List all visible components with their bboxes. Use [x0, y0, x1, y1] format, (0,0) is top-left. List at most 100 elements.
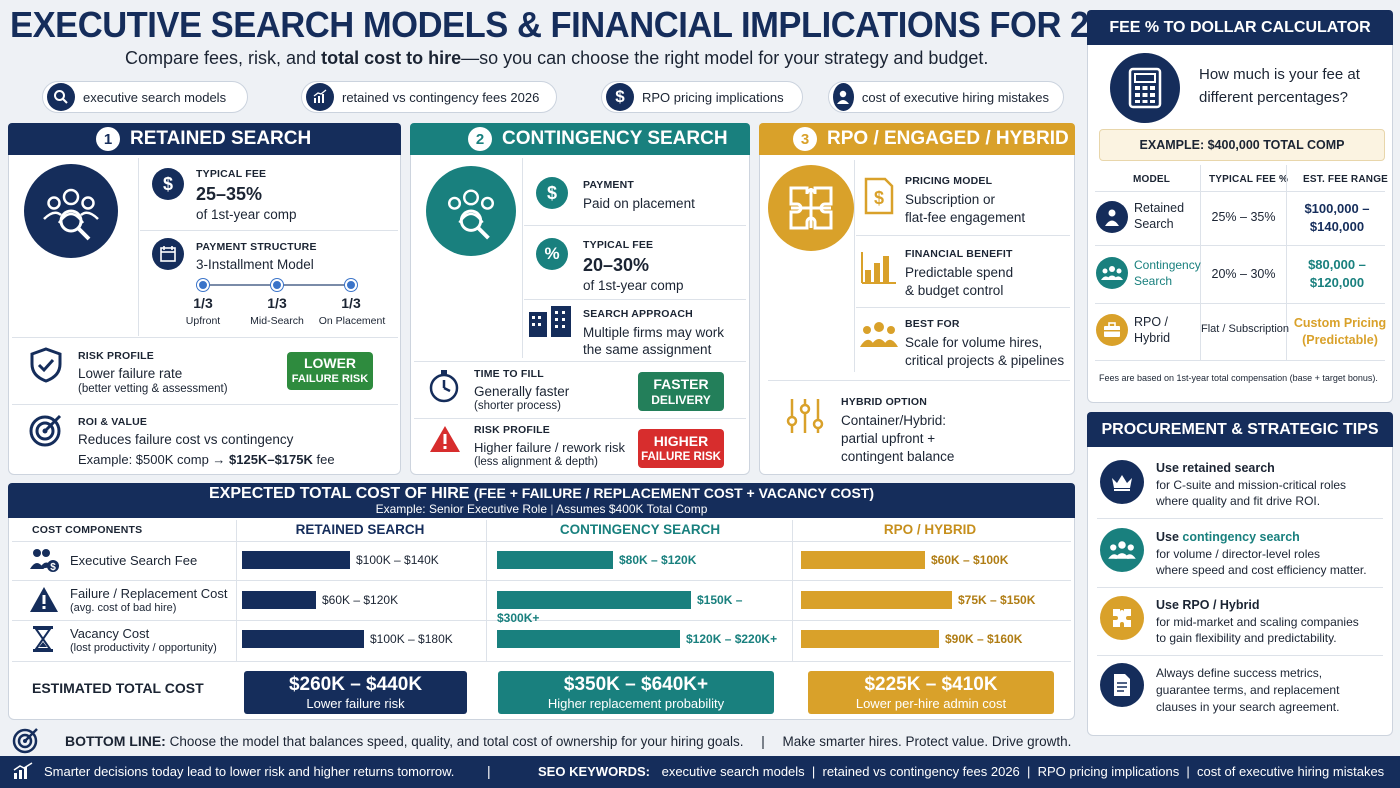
total-cost-example: Example: Senior Executive Role | Assumes…: [375, 502, 708, 516]
calculator-question: different percentages?: [1199, 89, 1348, 106]
retained-failure-value: $60K – $120K: [322, 593, 399, 607]
step-label: On Placement: [318, 315, 386, 327]
cost-bar-cell: $120K – $220K+: [497, 630, 787, 650]
divider: [12, 661, 1071, 662]
calc-range: (Predictable): [1302, 333, 1378, 347]
best-for-label: BEST FOR: [905, 318, 960, 330]
step-label: Mid-Search: [250, 315, 304, 327]
divider: [140, 230, 398, 231]
calendar-icon: [152, 238, 184, 270]
stopwatch-icon: [427, 369, 461, 408]
fee-label: TYPICAL FEE: [583, 239, 654, 251]
fee-value: 25–35%: [196, 184, 263, 204]
divider: [414, 418, 746, 419]
divider: [524, 299, 746, 300]
cost-row-name: Failure / Replacement Cost: [70, 586, 228, 601]
risk-profile-note: (better vetting & assessment): [78, 383, 228, 395]
calculator-question: How much is your fee at: [1199, 66, 1360, 83]
cost-bar-cell: $90K – $160K: [801, 630, 1071, 650]
step-fraction: 1/3: [193, 295, 213, 311]
contingency-fee-value: $80K – $120K: [619, 553, 697, 567]
cost-bar-cell: $100K – $180K: [242, 630, 482, 650]
higher-failure-risk-badge: HIGHER FAILURE RISK: [638, 429, 724, 468]
payment-value: Paid on placement: [583, 196, 695, 211]
people-dollar-icon: $: [28, 547, 60, 578]
divider: [12, 337, 398, 338]
search-approach-label: SEARCH APPROACH: [583, 308, 693, 320]
svg-text:$: $: [874, 188, 884, 208]
tip-body: guarantee terms, and replacement: [1156, 683, 1340, 697]
keyword-pill-mistakes[interactable]: cost of executive hiring mistakes: [828, 81, 1064, 113]
percent-icon: %: [536, 238, 568, 270]
tips-title: PROCUREMENT & STRATEGIC TIPS: [1087, 412, 1393, 447]
keyword-pill-rpo[interactable]: $ RPO pricing implications: [601, 81, 803, 113]
total-cost-title: EXPECTED TOTAL COST OF HIRE (FEE + FAILU…: [209, 485, 874, 502]
calculator-icon: [1110, 53, 1180, 123]
search-approach-value: Multiple firms may work: [583, 325, 725, 340]
document-icon: [1100, 663, 1144, 707]
briefcase-icon: [1096, 314, 1128, 346]
roi-value: Reduces failure cost vs contingency: [78, 432, 294, 447]
best-for-value: Scale for volume hires,: [905, 335, 1043, 350]
hybrid-option-value: partial upfront +: [841, 431, 936, 446]
financial-benefit-label: FINANCIAL BENEFIT: [905, 248, 1013, 260]
keyword-pill-fees[interactable]: retained vs contingency fees 2026: [301, 81, 557, 113]
step-fraction: 1/3: [267, 295, 287, 311]
cost-row-name: Vacancy Cost: [70, 626, 150, 641]
timeline-dot: [197, 279, 209, 291]
payment-structure-label: PAYMENT STRUCTURE: [196, 241, 317, 253]
cost-bar-cell: $100K – $140K: [242, 551, 482, 571]
target-icon: [28, 412, 64, 453]
pricing-model-label: PRICING MODEL: [905, 175, 993, 187]
dollar-icon: $: [536, 177, 568, 209]
tip-body: where speed and cost efficiency matter.: [1156, 563, 1367, 577]
total-cost-header: [8, 483, 1075, 518]
person-tie-icon: [1096, 201, 1128, 233]
rpo-hybrid-header: 3 RPO / ENGAGED / HYBRID: [759, 123, 1075, 155]
risk-profile-label: RISK PROFILE: [474, 424, 550, 436]
tip-heading: Use retained search: [1156, 461, 1275, 475]
calc-model: Retained: [1134, 201, 1185, 215]
target-icon: [12, 726, 40, 759]
time-to-fill-note: (shorter process): [474, 400, 561, 412]
roi-label: ROI & VALUE: [78, 416, 148, 428]
fee-value: 20–30%: [583, 255, 650, 275]
divider: [486, 520, 487, 662]
team-search-icon: [24, 164, 118, 258]
footer-bar: [0, 756, 1400, 788]
divider: [1200, 165, 1201, 360]
payment-structure-value: 3-Installment Model: [196, 257, 314, 272]
retained-fee-value: $100K – $140K: [356, 553, 439, 567]
warning-icon: [29, 586, 59, 618]
calculator-title: FEE % TO DOLLAR CALCULATOR: [1087, 10, 1393, 45]
tip-body: to gain flexibility and predictability.: [1156, 631, 1337, 645]
team-search-icon: [426, 166, 516, 256]
best-for-value: critical projects & pipelines: [905, 353, 1065, 368]
col-rpo: RPO / HYBRID: [883, 522, 977, 537]
calc-model: Hybrid: [1134, 331, 1171, 345]
financial-benefit-value: & budget control: [905, 283, 1004, 298]
fee-label: TYPICAL FEE: [196, 168, 267, 180]
tip-body: for C-suite and mission-critical roles: [1156, 478, 1347, 492]
rpo-fee-value: $60K – $100K: [931, 553, 1009, 567]
search-approach-value: the same assignment: [583, 342, 712, 357]
col-contingency: CONTINGENCY SEARCH: [559, 522, 721, 537]
divider: [768, 380, 1070, 381]
retained-failure-bar: [242, 591, 316, 609]
divider: [856, 235, 1070, 236]
person-icon: [833, 83, 854, 111]
hybrid-option-label: HYBRID OPTION: [841, 396, 928, 408]
divider: [1286, 165, 1287, 360]
cost-row-name: Executive Search Fee: [70, 553, 198, 568]
divider: [1095, 191, 1385, 192]
step-fraction: 1/3: [341, 295, 361, 311]
divider: [856, 307, 1070, 308]
timeline-dot: [345, 279, 357, 291]
bar-chart-icon: [860, 250, 898, 289]
step-label: Upfront: [185, 315, 221, 327]
contingency-vacancy-value: $120K – $220K+: [686, 632, 778, 646]
risk-profile-label: RISK PROFILE: [78, 350, 154, 362]
hybrid-option-value: Container/Hybrid:: [841, 413, 947, 428]
divider: [854, 160, 855, 372]
keyword-pill-search-models[interactable]: executive search models: [42, 81, 248, 113]
